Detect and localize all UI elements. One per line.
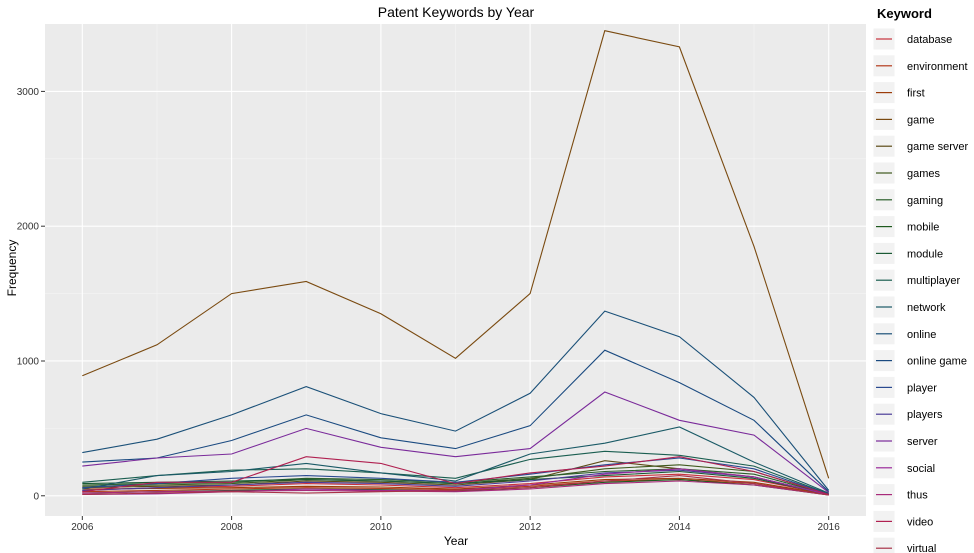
y-tick-label: 1000 [17, 356, 40, 367]
legend-label-player: player [907, 382, 937, 394]
x-axis: 2006 2008 2010 2012 2014 2016 [71, 516, 840, 533]
y-tick-label: 3000 [17, 87, 40, 98]
y-axis-title: Frequency [5, 240, 19, 297]
legend-label-multiplayer: multiplayer [907, 275, 961, 287]
x-tick-label: 2016 [818, 522, 841, 533]
y-tick-label: 2000 [17, 222, 40, 233]
y-tick-label: 0 [33, 491, 39, 502]
legend-label-thus: thus [907, 490, 928, 502]
chart-title: Patent Keywords by Year [378, 4, 535, 20]
legend-label-database: database [907, 34, 952, 46]
legend-label-game: game [907, 114, 935, 126]
legend-label-mobile: mobile [907, 222, 939, 234]
legend-label-server: server [907, 436, 938, 448]
legend-label-gaming: gaming [907, 195, 943, 207]
x-tick-label: 2008 [220, 522, 243, 533]
legend-label-first: first [907, 88, 925, 100]
legend-label-game-server: game server [907, 141, 968, 153]
legend-label-online: online [907, 329, 936, 341]
legend-label-virtual: virtual [907, 543, 936, 553]
legend-label-social: social [907, 463, 935, 475]
legend-label-module: module [907, 248, 943, 260]
x-tick-label: 2012 [519, 522, 542, 533]
legend-title: Keyword [877, 6, 932, 21]
legend-label-online-game: online game [907, 356, 967, 368]
legend: database environment first game game server g… [873, 28, 968, 553]
legend-label-environment: environment [907, 61, 968, 73]
y-axis: 0 1000 2000 3000 [17, 87, 45, 502]
legend-label-video: video [907, 516, 933, 528]
legend-key [873, 537, 895, 553]
x-tick-label: 2014 [668, 522, 691, 533]
legend-label-players: players [907, 409, 943, 421]
x-tick-label: 2006 [71, 522, 94, 533]
x-tick-label: 2010 [370, 522, 393, 533]
x-axis-title: Year [444, 534, 468, 548]
legend-label-games: games [907, 168, 941, 180]
legend-label-network: network [907, 302, 946, 314]
